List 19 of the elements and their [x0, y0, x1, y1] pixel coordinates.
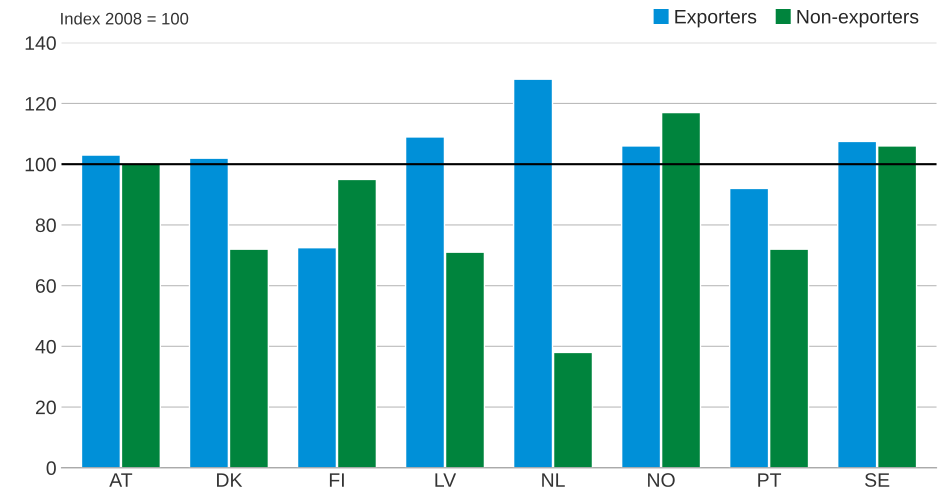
legend-label: Exporters: [675, 10, 756, 28]
y-tick-label: 120: [26, 96, 56, 111]
x-tick-label: DK: [217, 473, 242, 487]
x-tick-label: FI: [330, 473, 344, 487]
y-tick-label: 20: [36, 400, 56, 414]
x-tick-label: SE: [865, 473, 890, 487]
y-tick-label: 40: [35, 340, 56, 354]
x-tick-label: NO: [648, 473, 675, 487]
y-axis-title: Index 2008 = 100: [61, 12, 188, 25]
x-tick-label: PT: [758, 473, 782, 487]
x-tick-label: NL: [542, 473, 565, 487]
legend-label: Non-exporters: [797, 10, 918, 28]
x-tick-label: AT: [109, 473, 132, 487]
y-tick-label: 140: [26, 36, 56, 50]
y-tick-label: 100: [26, 158, 56, 172]
y-tick-label: 80: [36, 218, 56, 232]
x-tick-label: LV: [435, 473, 456, 487]
y-tick-label: 60: [36, 279, 56, 293]
y-tick-label: 0: [46, 461, 56, 476]
